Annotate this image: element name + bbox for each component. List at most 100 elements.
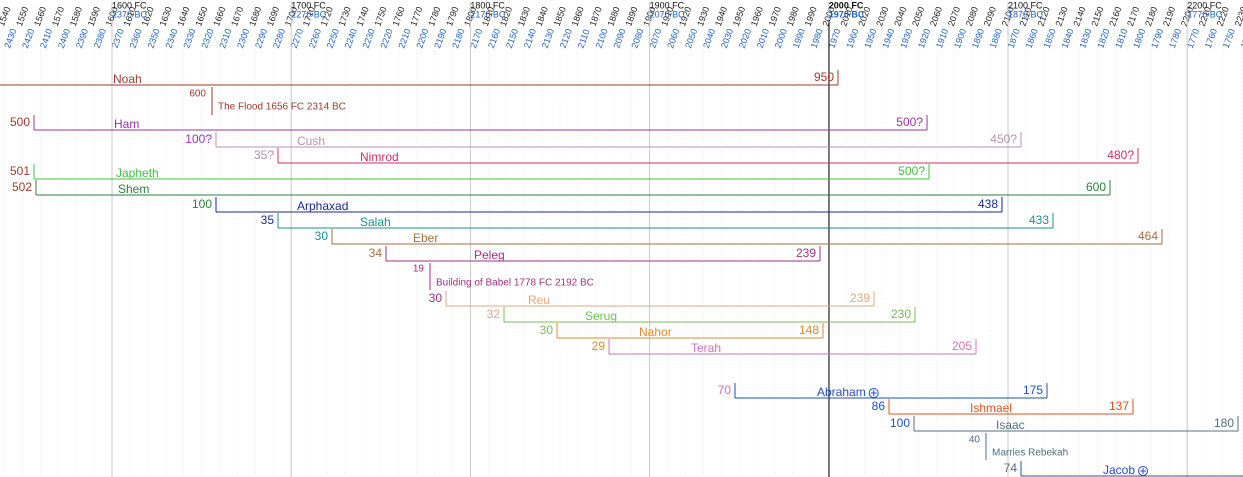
person-name[interactable]: Jacob bbox=[1103, 463, 1135, 477]
fc-minor-label: 1890 bbox=[623, 5, 639, 27]
death-age: 464 bbox=[1138, 229, 1158, 243]
birth-age: 29 bbox=[592, 339, 606, 353]
fc-minor-label: 2230 bbox=[1233, 5, 1243, 27]
major-bc-label: 2370 BC bbox=[112, 9, 148, 19]
bc-minor-label: 2210 bbox=[396, 27, 412, 49]
death-age: 600 bbox=[1086, 180, 1106, 194]
death-age: 205 bbox=[952, 339, 972, 353]
bc-minor-label: 2360 bbox=[128, 27, 144, 49]
bc-minor-label: 1850 bbox=[1042, 27, 1058, 49]
birth-age: 100 bbox=[890, 416, 910, 430]
person-name[interactable]: Reu bbox=[528, 293, 550, 307]
bc-minor-label: 2340 bbox=[163, 27, 179, 49]
bc-minor-label: 2050 bbox=[683, 27, 699, 49]
expand-icon[interactable] bbox=[1138, 466, 1149, 476]
bc-minor-label: 2280 bbox=[271, 27, 287, 49]
fc-minor-label: 1930 bbox=[695, 5, 711, 27]
expand-icon[interactable] bbox=[868, 388, 879, 398]
fc-minor-label: 1540 bbox=[0, 5, 12, 27]
birth-age: 74 bbox=[1004, 461, 1018, 475]
fc-minor-label: 2080 bbox=[964, 5, 980, 27]
bc-minor-label: 2030 bbox=[719, 27, 735, 49]
bc-minor-label: 2150 bbox=[504, 27, 520, 49]
person-name[interactable]: Nahor bbox=[639, 325, 672, 339]
bc-minor-label: 1900 bbox=[952, 27, 968, 49]
bc-minor-label: 2230 bbox=[361, 27, 377, 49]
birth-age: 35? bbox=[254, 148, 274, 162]
person-name[interactable]: Noah bbox=[113, 72, 142, 86]
fc-minor-label: 2050 bbox=[910, 5, 926, 27]
bc-minor-label: 2240 bbox=[343, 27, 359, 49]
bc-minor-label: 1910 bbox=[934, 27, 950, 49]
person-name[interactable]: Shem bbox=[118, 182, 149, 196]
bc-minor-label: 2040 bbox=[701, 27, 717, 49]
person-name[interactable]: Japheth bbox=[116, 166, 159, 180]
bc-minor-label: 1990 bbox=[791, 27, 807, 49]
person-name[interactable]: Eber bbox=[413, 231, 438, 245]
fc-minor-label: 1650 bbox=[193, 5, 209, 27]
major-bc-label: 2270 BC bbox=[291, 9, 327, 19]
fc-minor-label: 2040 bbox=[892, 5, 908, 27]
bc-minor-label: 2320 bbox=[199, 27, 215, 49]
bc-minor-label: 1740 bbox=[1239, 27, 1243, 49]
major-bc-label: 1770 BC bbox=[1187, 9, 1223, 19]
bc-minor-label: 1790 bbox=[1149, 27, 1165, 49]
fc-minor-label: 1750 bbox=[373, 5, 389, 27]
birth-age: 501 bbox=[10, 164, 30, 178]
birth-age: 70 bbox=[718, 383, 732, 397]
fc-minor-label: 1640 bbox=[175, 5, 191, 27]
major-fc-label: 2200 FC bbox=[1187, 0, 1222, 10]
fc-minor-label: 1660 bbox=[211, 5, 227, 27]
death-age: 175 bbox=[1023, 383, 1043, 397]
person-name[interactable]: Ham bbox=[114, 117, 139, 131]
bc-minor-label: 1780 bbox=[1167, 27, 1183, 49]
fc-minor-label: 1780 bbox=[426, 5, 442, 27]
major-fc-label: 1800 FC bbox=[470, 0, 505, 10]
person-name[interactable]: Cush bbox=[297, 134, 325, 148]
person-name[interactable]: Peleg bbox=[474, 248, 505, 262]
bc-minor-label: 2090 bbox=[611, 27, 627, 49]
person-name[interactable]: Ishmael bbox=[970, 401, 1012, 415]
bc-minor-label: 2020 bbox=[737, 27, 753, 49]
bc-minor-label: 1800 bbox=[1131, 27, 1147, 49]
fc-minor-label: 1970 bbox=[767, 5, 783, 27]
birth-age: 34 bbox=[369, 246, 383, 260]
birth-age: 30 bbox=[315, 229, 329, 243]
person-name[interactable]: Isaac bbox=[996, 418, 1025, 432]
bc-minor-label: 1750 bbox=[1221, 27, 1237, 49]
bc-minor-label: 2060 bbox=[665, 27, 681, 49]
fc-minor-label: 1630 bbox=[157, 5, 173, 27]
fc-minor-label: 1690 bbox=[265, 5, 281, 27]
bc-minor-label: 2310 bbox=[217, 27, 233, 49]
bc-minor-label: 1940 bbox=[880, 27, 896, 49]
bc-minor-label: 2260 bbox=[307, 27, 323, 49]
major-bc-label: 1870 BC bbox=[1008, 9, 1044, 19]
major-fc-label: 1600 FC bbox=[112, 0, 147, 10]
death-age: 450? bbox=[990, 132, 1017, 146]
bc-minor-label: 2200 bbox=[414, 27, 430, 49]
fc-minor-label: 1560 bbox=[32, 5, 48, 27]
person-name[interactable]: Arphaxad bbox=[297, 199, 348, 213]
person-name[interactable]: Abraham bbox=[817, 385, 866, 399]
person-name[interactable]: Serug bbox=[585, 309, 617, 323]
fc-minor-label: 1550 bbox=[14, 5, 30, 27]
fc-minor-label: 2060 bbox=[928, 5, 944, 27]
person-name[interactable]: Salah bbox=[360, 215, 391, 229]
bc-minor-label: 1920 bbox=[916, 27, 932, 49]
fc-minor-label: 1680 bbox=[247, 5, 263, 27]
death-age: 148 bbox=[799, 323, 819, 337]
bc-minor-label: 2330 bbox=[181, 27, 197, 49]
person-name[interactable]: Terah bbox=[691, 341, 721, 355]
fc-minor-label: 2180 bbox=[1143, 5, 1159, 27]
fc-minor-label: 2190 bbox=[1161, 5, 1177, 27]
bc-minor-label: 2420 bbox=[20, 27, 36, 49]
fc-minor-label: 2130 bbox=[1053, 5, 1069, 27]
bc-minor-label: 1880 bbox=[988, 27, 1004, 49]
death-age: 180 bbox=[1214, 416, 1234, 430]
fc-minor-label: 1730 bbox=[337, 5, 353, 27]
fc-minor-label: 2030 bbox=[874, 5, 890, 27]
fc-minor-label: 1990 bbox=[803, 5, 819, 27]
major-fc-label: 1700 FC bbox=[291, 0, 326, 10]
person-name[interactable]: Nimrod bbox=[360, 150, 399, 164]
